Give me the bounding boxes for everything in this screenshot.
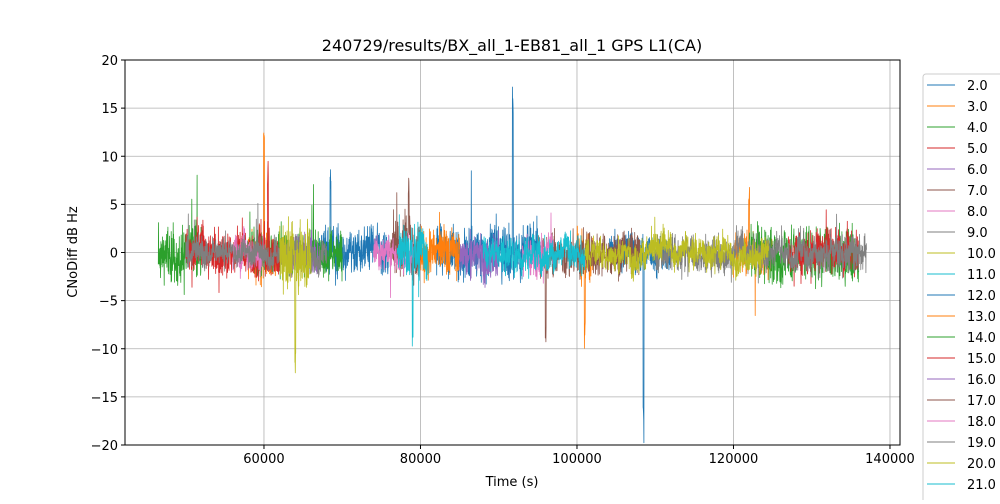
legend-label: 14.0	[967, 331, 996, 346]
chart-title: 240729/results/BX_all_1-EB81_all_1 GPS L…	[322, 36, 702, 56]
y-axis-label: CNoDiff dB Hz	[66, 206, 81, 298]
legend-box	[922, 73, 1000, 504]
legend-label: 9.0	[967, 226, 988, 241]
legend-label: 5.0	[967, 142, 988, 157]
legend-label: 4.0	[967, 121, 988, 136]
series-line-11.0	[396, 214, 429, 347]
legend-label: 16.0	[967, 373, 996, 388]
series-line-10.0	[279, 216, 312, 374]
plot-lines	[157, 86, 867, 444]
series-line-5.0	[185, 160, 280, 293]
y-tick-label: −5	[99, 295, 118, 310]
series-line-4.0	[157, 174, 202, 295]
legend-label: 21.0	[967, 478, 996, 493]
y-tick-label: 0	[110, 247, 118, 262]
ticks: 60000 80000 100000 120000 140000 −20 −15 −10 −5 0…	[91, 54, 915, 467]
x-tick-label: 80000	[400, 452, 441, 467]
y-tick-label: 10	[101, 150, 118, 165]
legend-label: 10.0	[967, 247, 996, 262]
x-tick-label: 60000	[243, 452, 284, 467]
legend-label: 17.0	[967, 394, 996, 409]
legend: 2.0 3.0 4.0 5.0 6.0 7.0 8.0 9.0 10.0 11.0 12.0 13.0…	[922, 73, 1000, 504]
legend-label: 8.0	[967, 205, 988, 220]
legend-label: 11.0	[967, 268, 996, 283]
legend-label: 20.0	[967, 457, 996, 472]
legend-label: 13.0	[967, 310, 996, 325]
legend-label: 15.0	[967, 352, 996, 367]
series-line-2.0	[318, 169, 390, 286]
y-tick-label: −10	[91, 343, 118, 358]
series-line-6.0	[459, 228, 500, 288]
series-line-10.0	[584, 216, 770, 282]
y-tick-label: 15	[101, 102, 118, 117]
legend-label: 2.0	[967, 79, 988, 94]
legend-label: 6.0	[967, 163, 988, 178]
y-tick-label: 20	[101, 54, 118, 69]
legend-label: 3.0	[967, 100, 988, 115]
y-tick-label: −20	[91, 439, 118, 454]
legend-label: 12.0	[967, 289, 996, 304]
y-tick-label: −15	[91, 391, 118, 406]
x-tick-label: 120000	[709, 452, 759, 467]
legend-label: 7.0	[967, 184, 988, 199]
x-axis-label: Time (s)	[485, 475, 539, 490]
x-tick-label: 100000	[552, 452, 602, 467]
legend-label: 19.0	[967, 436, 996, 451]
series-line-11.0	[482, 230, 586, 279]
x-tick-label: 140000	[865, 452, 915, 467]
y-tick-label: 5	[110, 198, 118, 213]
legend-label: 18.0	[967, 415, 996, 430]
